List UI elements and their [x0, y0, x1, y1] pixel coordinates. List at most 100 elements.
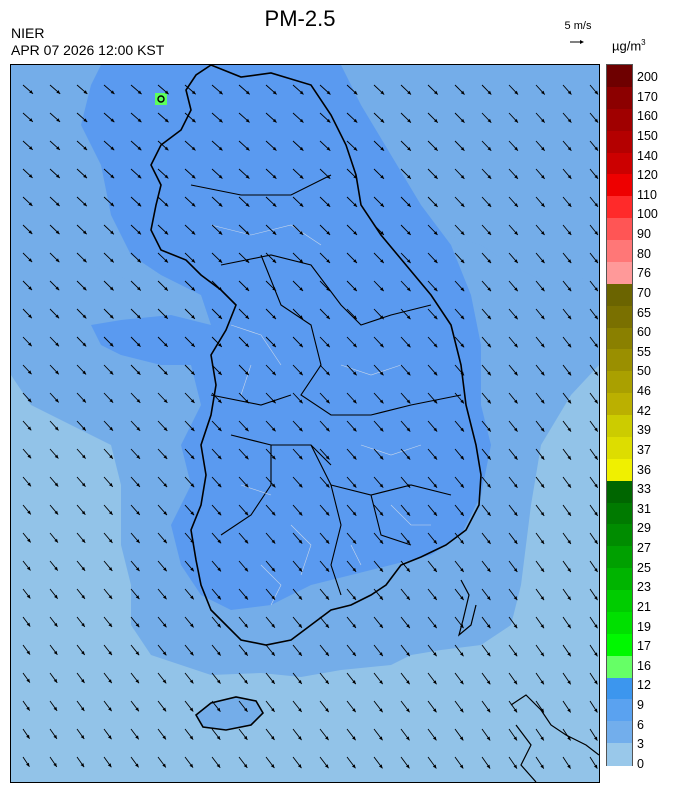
wind-arrowhead: [135, 763, 139, 768]
wind-arrowhead: [217, 483, 222, 488]
wind-arrowhead: [486, 680, 491, 685]
wind-arrowhead: [406, 315, 411, 320]
colorbar-swatch: [607, 743, 632, 766]
wind-arrowhead: [406, 539, 411, 544]
wind-arrowhead: [136, 455, 141, 459]
wind-arrowhead: [567, 680, 571, 685]
wind-arrowhead: [53, 650, 58, 655]
wind-arrowhead: [28, 230, 33, 234]
wind-arrowhead: [27, 342, 32, 347]
wind-arrowhead: [433, 259, 438, 264]
wind-arrowhead: [325, 595, 330, 600]
wind-arrowhead: [433, 146, 438, 151]
wind-arrowhead: [352, 652, 356, 657]
wind-arrowhead: [190, 427, 195, 432]
colorbar-tick-label: 150: [637, 128, 658, 143]
wind-arrowhead: [567, 315, 572, 320]
wind-arrowhead: [379, 736, 383, 741]
wind-arrowhead: [352, 343, 357, 348]
wind-arrowhead: [486, 540, 491, 544]
wind-arrowhead: [191, 202, 196, 207]
wind-arrowhead: [406, 399, 411, 404]
wind-arrowhead: [162, 595, 167, 600]
wind-arrowhead: [55, 174, 60, 179]
wind-arrowhead: [487, 315, 491, 320]
wind-arrowhead: [540, 343, 545, 348]
wind-arrowhead: [379, 596, 383, 600]
wind-arrowhead: [379, 287, 384, 292]
colorbar-swatch: [607, 524, 632, 547]
wind-arrowhead: [513, 680, 518, 685]
colorbar-tick-label: 50: [637, 364, 651, 379]
colorbar-swatch: [607, 349, 632, 372]
wind-arrowhead: [567, 596, 571, 601]
agency-label: NIER: [11, 25, 45, 41]
wind-arrowhead: [460, 427, 464, 432]
wind-arrowhead: [299, 203, 304, 207]
wind-arrowhead: [26, 594, 31, 599]
wind-arrowhead: [378, 764, 383, 769]
wind-arrowhead: [594, 708, 598, 713]
wind-arrowhead: [81, 510, 86, 515]
colorbar-tick-label: 65: [637, 305, 651, 320]
concentration-map[interactable]: [10, 64, 600, 783]
colorbar-tick-label: 200: [637, 70, 658, 84]
wind-arrowhead: [353, 287, 357, 292]
wind-arrowhead: [379, 455, 384, 460]
wind-arrowhead: [245, 230, 250, 235]
wind-arrowhead: [540, 427, 545, 432]
wind-arrowhead: [53, 622, 58, 627]
wind-arrowhead: [137, 258, 141, 263]
wind-arrowhead: [83, 146, 88, 151]
wind-arrowhead: [406, 343, 411, 348]
wind-arrowhead: [325, 539, 330, 544]
wind-arrowhead: [567, 118, 572, 123]
wind-arrowhead: [244, 567, 249, 572]
wind-arrowhead: [325, 708, 329, 713]
wind-arrowhead: [272, 259, 277, 263]
wind-arrowhead: [189, 707, 194, 712]
jeju-island: [194, 696, 265, 731]
wind-arrowhead: [406, 231, 411, 235]
colorbar-tick-label: 3: [637, 737, 644, 752]
wind-arrowhead: [326, 203, 331, 207]
wind-arrowhead: [270, 764, 275, 769]
wind-arrowhead: [299, 371, 303, 376]
wind-arrowhead: [107, 735, 112, 740]
wind-arrowhead: [53, 678, 58, 683]
wind-arrowhead: [218, 343, 222, 347]
wind-arrowhead: [271, 651, 275, 656]
wind-arrowhead: [433, 596, 437, 601]
wind-arrowhead: [82, 230, 87, 235]
wind-arrowhead: [164, 258, 169, 263]
wind-arrowhead: [325, 371, 330, 376]
wind-arrowhead: [379, 343, 384, 348]
wind-arrowhead: [190, 371, 195, 375]
wind-arrowhead: [164, 146, 169, 151]
wind-arrowhead: [26, 762, 30, 767]
wind-arrowhead: [567, 231, 572, 235]
wind-arrowhead: [352, 736, 356, 741]
wind-arrowhead: [513, 624, 518, 629]
map-title: PM-2.5: [264, 6, 336, 31]
colorbar-swatch: [607, 677, 632, 700]
wind-arrowhead: [460, 343, 465, 348]
wind-arrowhead: [567, 259, 572, 264]
wind-arrowhead: [325, 652, 329, 656]
wind-arrowhead: [26, 622, 31, 627]
wind-arrowhead: [108, 595, 113, 599]
wind-arrowhead: [28, 174, 33, 178]
wind-arrowhead: [82, 398, 86, 403]
colorbar-tick-label: 16: [637, 658, 651, 673]
wind-arrowhead: [432, 764, 437, 769]
wind-arrowhead: [460, 455, 464, 460]
wind-arrowhead: [513, 736, 518, 741]
wind-arrowhead: [352, 483, 357, 488]
wind-arrowhead: [244, 399, 249, 404]
wind-arrowhead: [540, 259, 545, 264]
high-concentration-zone-island: [91, 315, 241, 365]
wind-arrowhead: [513, 568, 518, 573]
wind-arrowhead: [460, 371, 465, 376]
wind-arrowhead: [82, 314, 87, 319]
coastline: [150, 65, 482, 646]
